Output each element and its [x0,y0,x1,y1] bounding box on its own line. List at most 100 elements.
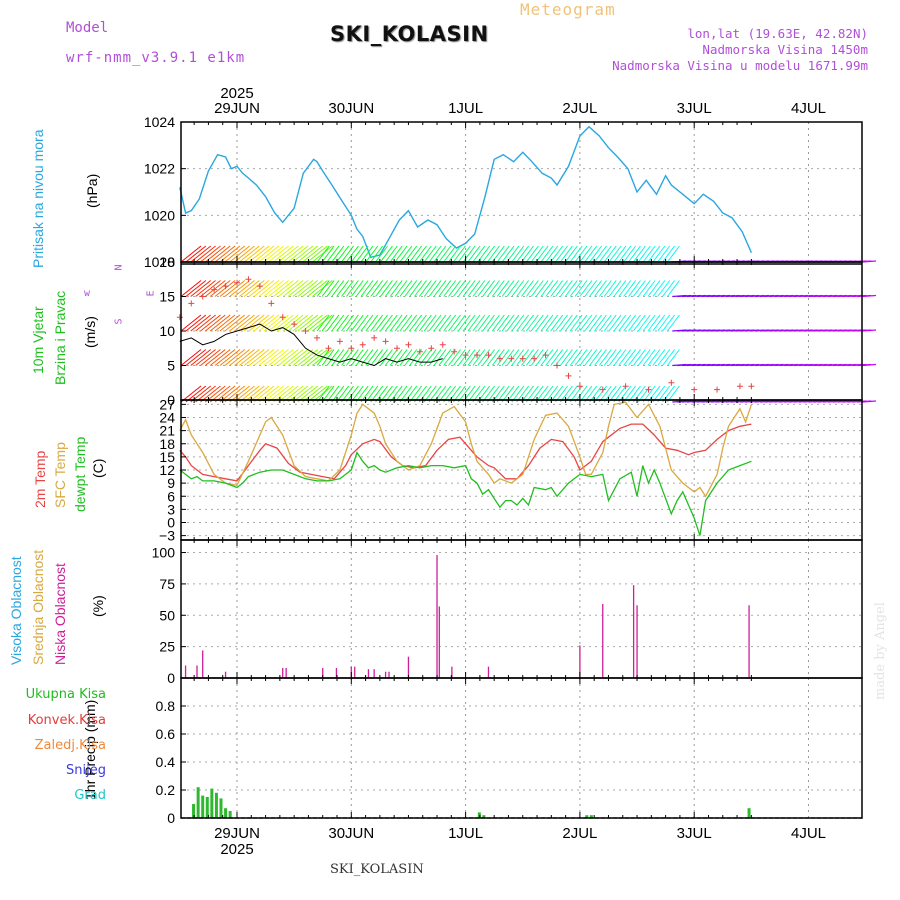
wind-barb [292,349,314,366]
temp-ytick-label: 0 [167,515,175,531]
wind-barb [487,349,500,366]
wind-barb [555,314,568,332]
wind-gust-marker [314,334,321,341]
wind-barb [273,245,294,263]
wind-barb [545,280,559,297]
wind-barb [321,245,335,263]
wind-barb [380,314,393,332]
wind-barb [603,314,617,332]
wind-barb [297,245,319,263]
wind-barb [594,280,607,297]
wind-barb [209,245,231,263]
wind-barb [190,314,212,332]
temp-ytick-label: 24 [159,410,175,426]
wind-barb [438,245,452,263]
pressure-panel-bg [181,122,862,262]
wind-barb [263,349,285,366]
wind-barb [482,280,495,297]
wind-barb [506,280,520,297]
wind-barb [248,280,270,297]
wind-gust-marker [462,352,469,359]
wind-barb [282,349,304,366]
wind-barb [861,329,877,332]
wind-barb [239,349,260,366]
wind-barb [268,245,289,263]
wind-barb [496,314,510,332]
temp-t2m-line [179,423,752,482]
pressure-ytick-label: 1022 [144,161,175,177]
wind-barb [652,349,666,366]
wind-barb [462,314,476,332]
wind-barb [598,280,612,297]
wind-barb [394,245,408,263]
precip-bar [477,812,481,818]
top-date-label: 2JUL [562,100,597,117]
wind-barb [370,280,384,297]
wind-barb [569,245,583,263]
station-title: SKI_KOLASIN [330,22,489,46]
wind-barb [428,245,442,263]
wind-barb [501,280,515,297]
top-date-label: 4JUL [791,100,826,117]
wind-barb [448,245,461,263]
wind-barb [180,349,202,366]
wind-barb [375,280,388,297]
wind-barb [380,349,393,366]
wind-barb [632,245,646,263]
location-coords: lon,lat (19.63E, 42.82N) [687,26,868,41]
wind-barb [273,280,294,297]
wind-gust-marker [599,386,606,393]
wind-barb [243,349,265,366]
wind-barb [258,280,280,297]
wind-barb [861,363,877,367]
wind-barb [214,280,236,297]
wind-barb [375,349,388,366]
wind-barb [584,349,598,366]
wind-gust-marker [691,386,698,393]
wind-barb [414,349,427,366]
wind-gust-marker [439,341,446,348]
precip-bar [228,811,232,818]
wind-barb [365,314,379,332]
precip-bar [214,792,218,818]
wind-barb [209,349,231,366]
wind-barb [535,314,549,332]
wind-barb [268,280,289,297]
compass-w: w [84,288,91,299]
wind-gust-marker [256,283,263,290]
legend-ukupna: Ukupna Kisa [25,687,106,702]
wind-barb [555,280,568,297]
wind-gust-marker [234,279,240,286]
wind-barb [525,314,539,332]
wind-barb [239,314,260,332]
wind-barb [560,245,573,263]
wind-barb [443,280,457,297]
wind-barb [380,245,393,263]
wind-barb [589,245,602,263]
wind-barb [574,245,588,263]
bottom-date-label: 1JUL [448,825,483,842]
wind-barb [564,314,578,332]
cloud-ytick-label: 50 [159,607,175,623]
wind-barb [258,349,280,366]
wind-barb [452,245,466,263]
wind-barb [487,245,500,263]
wind-gust-marker [736,383,743,390]
wind-barb [521,245,534,263]
wind-barb [209,314,231,332]
wind-barb [185,314,207,332]
wind-gust-marker [268,300,275,307]
wind-barb [462,280,476,297]
wind-barb [345,314,359,332]
wind-barb [550,314,564,332]
wind-barb [438,349,452,366]
wind-barb [603,349,617,366]
wind-barb [545,314,559,332]
wind-barb [550,280,564,297]
wind-gust-marker [359,341,366,348]
wind-barb [331,245,345,263]
wind-barb [525,245,539,263]
wind-barb [569,349,583,366]
wind-barb [195,245,216,263]
wind-barb [341,349,354,366]
